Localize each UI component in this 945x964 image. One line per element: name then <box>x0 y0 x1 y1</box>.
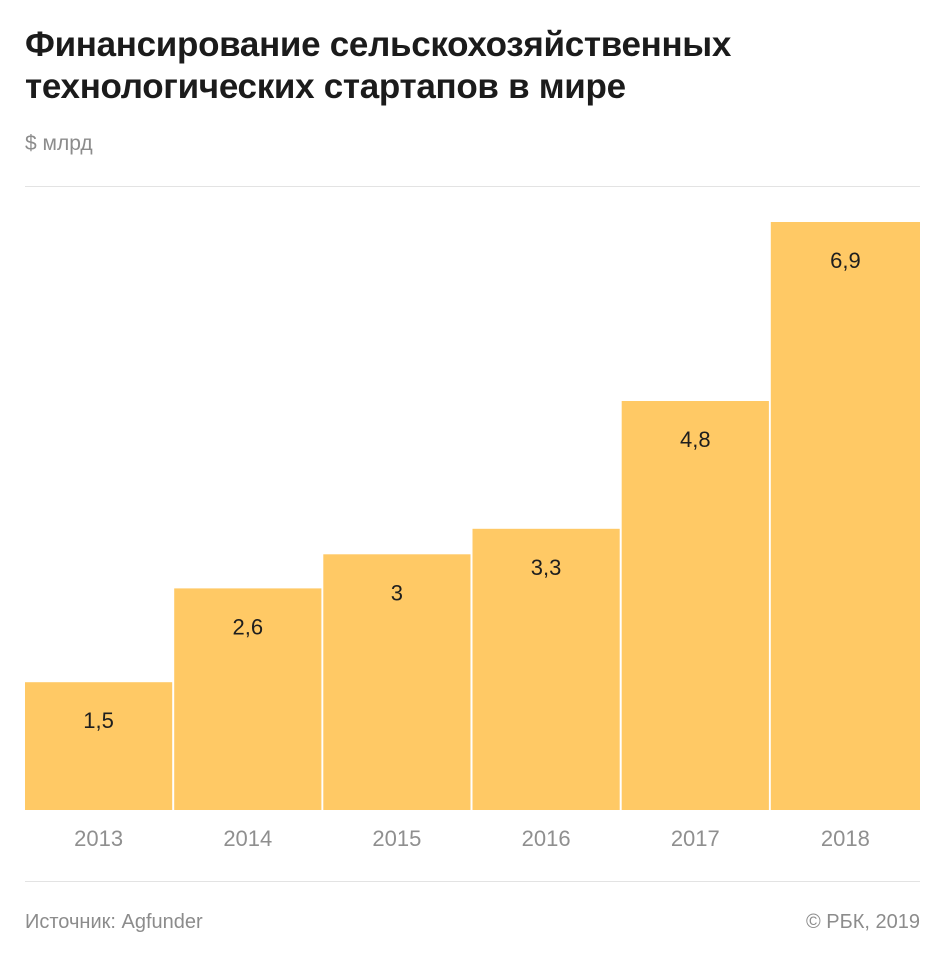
bar-2014 <box>174 588 322 810</box>
x-tick-label-2016: 2016 <box>522 826 571 851</box>
bottom-divider <box>25 881 920 882</box>
bar-2015 <box>323 554 471 810</box>
x-tick-label-2018: 2018 <box>821 826 870 851</box>
chart-title-line-2: технологических стартапов в мире <box>25 67 626 106</box>
copyright-note: © РБК, 2019 <box>805 911 920 933</box>
x-tick-label-2015: 2015 <box>372 826 421 851</box>
bar-value-label-2013: 1,5 <box>83 708 114 733</box>
bar-value-label-2014: 2,6 <box>233 614 264 639</box>
chart-title-line-1: Финансирование сельскохозяйственных <box>25 25 732 64</box>
bar-value-label-2015: 3 <box>391 580 403 605</box>
chart-title: Финансирование сельскохозяйственных техн… <box>25 24 925 108</box>
top-divider <box>25 186 920 187</box>
bar-2018 <box>770 222 920 810</box>
bar-2017 <box>621 401 769 810</box>
bar-2016 <box>472 528 620 810</box>
bar-value-label-2018: 6,9 <box>830 248 861 273</box>
bar-2013 <box>25 682 173 810</box>
bar-value-label-2016: 3,3 <box>531 555 562 580</box>
x-tick-label-2013: 2013 <box>74 826 123 851</box>
unit-label: $ млрд <box>25 132 93 155</box>
source-note: Источник: Agfunder <box>25 911 203 933</box>
x-tick-label-2014: 2014 <box>223 826 272 851</box>
x-tick-label-2017: 2017 <box>671 826 720 851</box>
bar-value-label-2017: 4,8 <box>680 427 711 452</box>
